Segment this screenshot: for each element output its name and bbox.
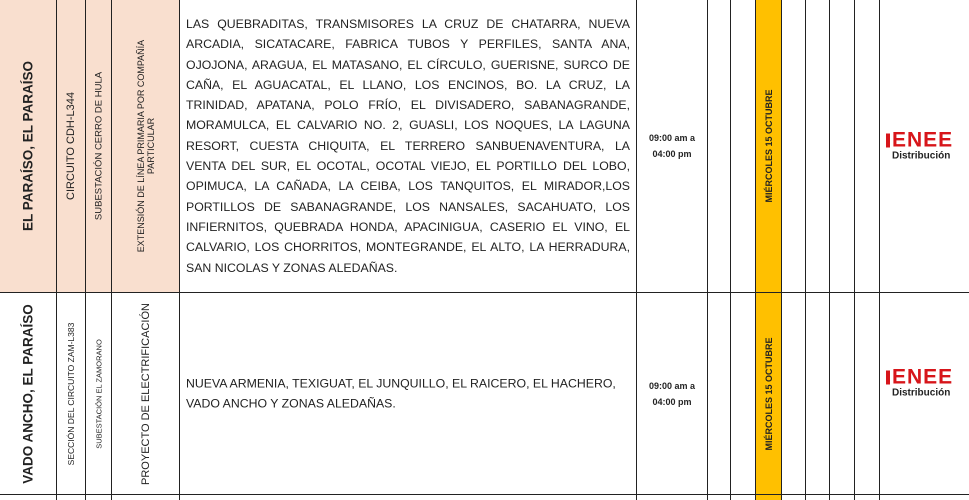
table-cell — [180, 495, 637, 500]
logo-brand: ENEE — [886, 367, 953, 388]
affected-areas: LAS QUEBRADITAS, TRANSMISORES LA CRUZ DE… — [186, 17, 630, 275]
vertical-text: EL PARAÍSO, EL PARAÍSO — [20, 60, 36, 232]
table-cell — [731, 0, 756, 293]
table-cell — [86, 495, 112, 500]
table-cell: ENEE Distribución — [880, 293, 969, 495]
table-cell — [731, 293, 756, 495]
table-cell: VADO ANCHO, EL PARAÍSO — [0, 293, 57, 495]
table-cell: NUEVA ARMENIA, TEXIGUAT, EL JUNQUILLO, E… — [180, 293, 637, 495]
table-cell — [855, 0, 880, 293]
logo-brand: ENEE — [886, 130, 953, 151]
table-cell — [0, 495, 57, 500]
table-cell — [756, 495, 782, 500]
vertical-text: EXTENSIÓN DE LÍNEA PRIMARIA POR COMPAÑÍA… — [135, 39, 156, 253]
table-cell — [830, 495, 855, 500]
table-cell — [731, 495, 756, 500]
table-cell: PROYECTO DE ELECTRIFICACIÓN — [112, 293, 180, 495]
time-range: 09:00 am a 04:00 pm — [648, 133, 696, 159]
table-cell — [855, 495, 880, 500]
logo-subtitle: Distribución — [892, 150, 951, 162]
table-cell — [806, 495, 830, 500]
vertical-text: VADO ANCHO, EL PARAÍSO — [20, 303, 36, 484]
vertical-text: SUBESTACIÓN CERRO DE HULA — [93, 71, 104, 221]
table-cell: 09:00 am a 04:00 pm — [637, 0, 708, 293]
time-range: 09:00 am a 04:00 pm — [648, 380, 696, 407]
table-cell — [830, 293, 855, 495]
table-cell — [880, 495, 969, 500]
logo: ENEE Distribución — [886, 130, 953, 162]
vertical-text: MIÉRCOLES 15 OCTUBRE — [763, 336, 774, 451]
table-cell — [708, 495, 731, 500]
logo: ENEE Distribución — [886, 367, 953, 399]
table-cell — [782, 293, 806, 495]
table-cell: LAS QUEBRADITAS, TRANSMISORES LA CRUZ DE… — [180, 0, 637, 293]
table-cell: ENEE Distribución — [880, 0, 969, 293]
table-cell: MIÉRCOLES 15 OCTUBRE — [756, 0, 782, 293]
table-cell — [855, 293, 880, 495]
table-cell: SECCIÓN DEL CIRCUITO ZAM-L383 — [57, 293, 86, 495]
table-cell: CIRCUITO CDH-L344 — [57, 0, 86, 293]
table-cell — [830, 0, 855, 293]
table-cell — [708, 293, 731, 495]
vertical-text: MIÉRCOLES 15 OCTUBRE — [763, 89, 774, 203]
affected-areas: NUEVA ARMENIA, TEXIGUAT, EL JUNQUILLO, E… — [186, 376, 616, 411]
table-cell: 09:00 am a 04:00 pm — [637, 293, 708, 495]
vertical-text: SUBESTACIÓN EL ZAMORANO — [94, 338, 103, 449]
table-cell: EXTENSIÓN DE LÍNEA PRIMARIA POR COMPAÑÍA… — [112, 0, 180, 293]
table-cell: MIÉRCOLES 15 OCTUBRE — [756, 293, 782, 495]
table-cell — [782, 495, 806, 500]
table-cell: SUBESTACIÓN CERRO DE HULA — [86, 0, 112, 293]
table-cell — [806, 0, 830, 293]
vertical-text: SECCIÓN DEL CIRCUITO ZAM-L383 — [66, 322, 76, 465]
table-cell — [806, 293, 830, 495]
table-cell: EL PARAÍSO, EL PARAÍSO — [0, 0, 57, 293]
vertical-text: PROYECTO DE ELECTRIFICACIÓN — [139, 302, 152, 485]
table-cell: SUBESTACIÓN EL ZAMORANO — [86, 293, 112, 495]
logo-subtitle: Distribución — [892, 387, 951, 399]
table-cell — [57, 495, 86, 500]
table-cell — [708, 0, 731, 293]
table-cell — [637, 495, 708, 500]
table-cell — [782, 0, 806, 293]
vertical-text: CIRCUITO CDH-L344 — [65, 92, 77, 200]
table-cell — [112, 495, 180, 500]
